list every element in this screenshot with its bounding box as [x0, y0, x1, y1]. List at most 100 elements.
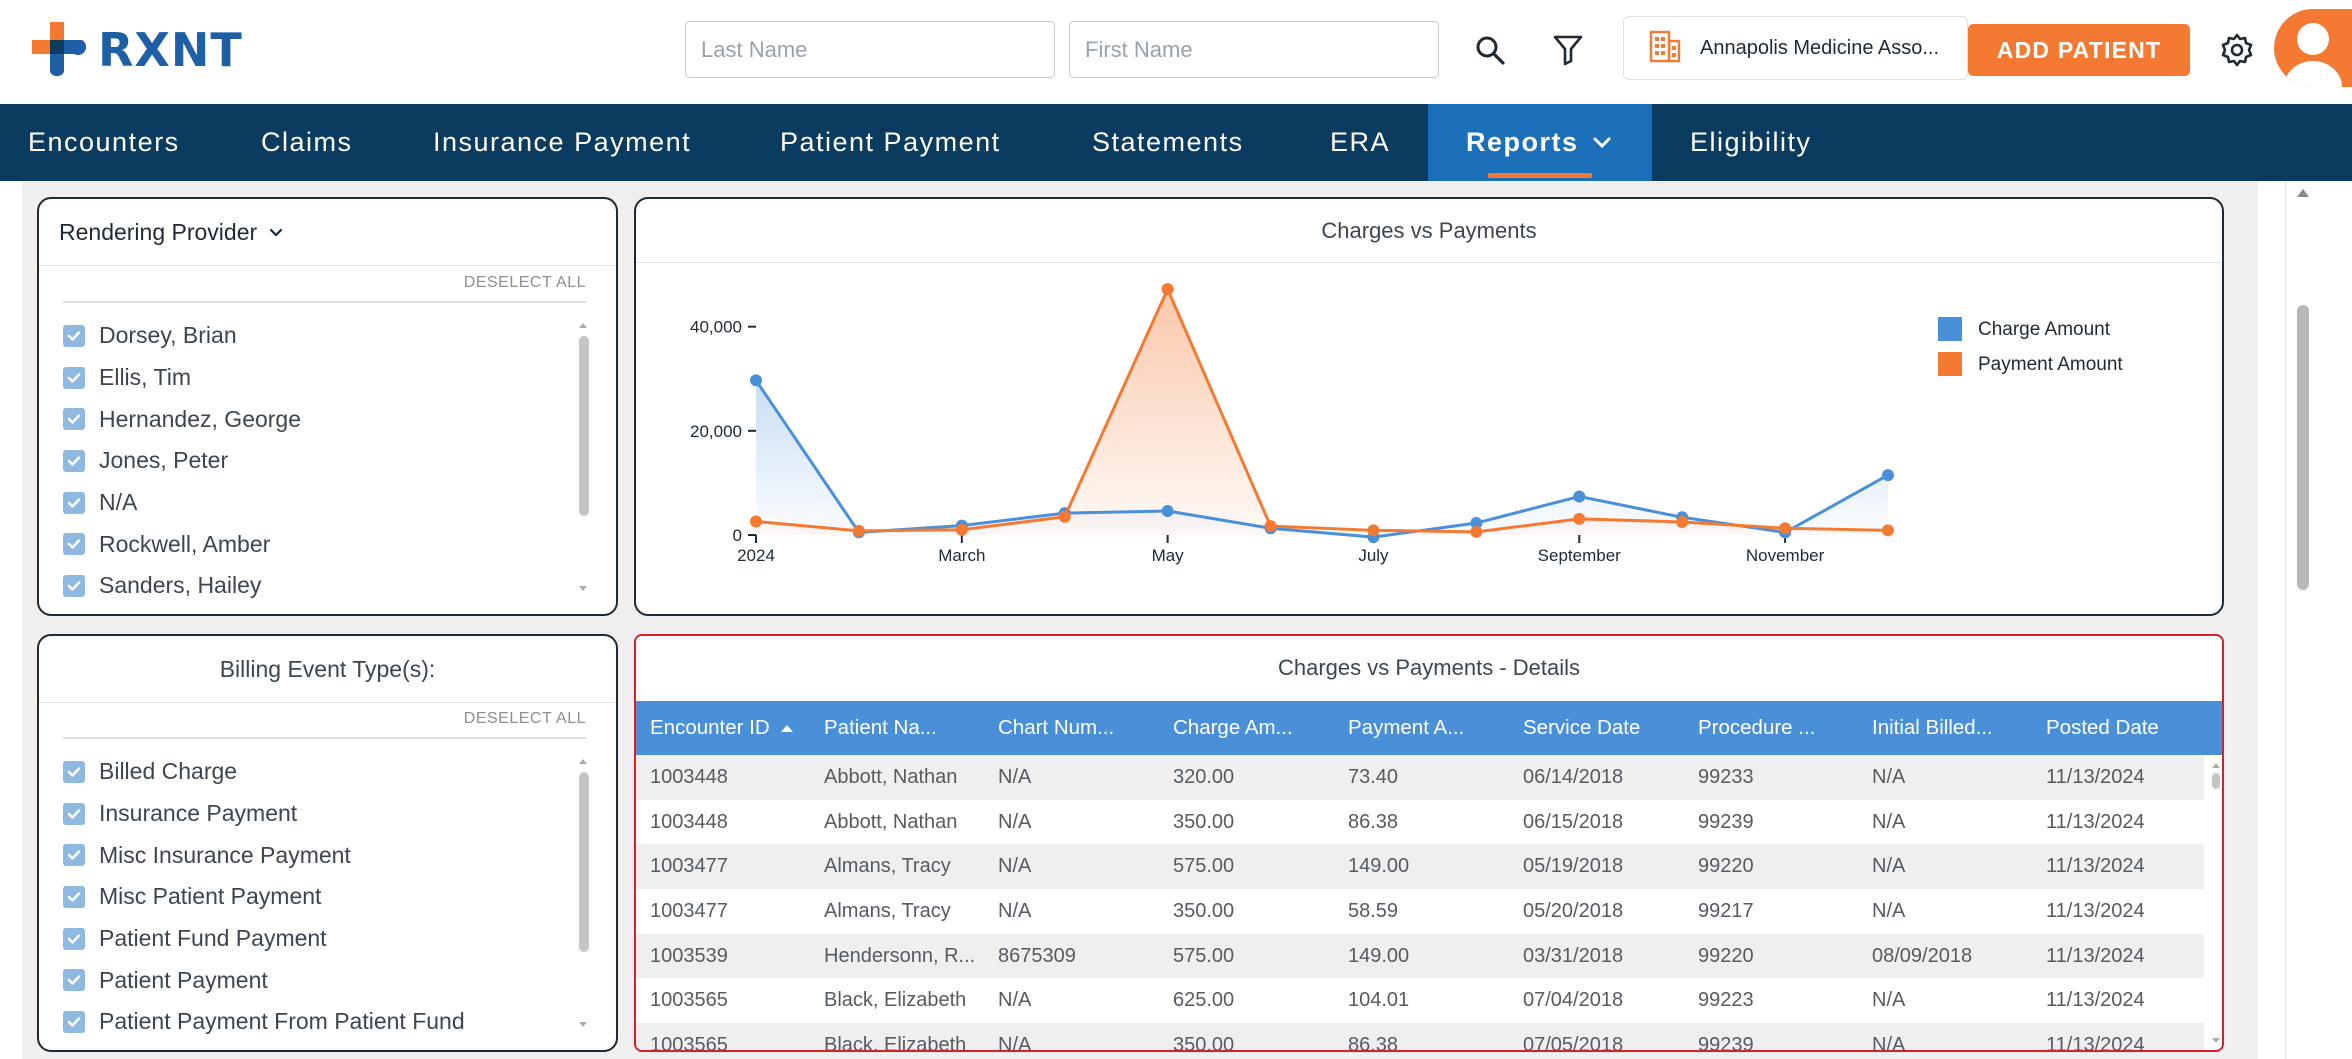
checkbox-row[interactable]: Hernandez, George	[63, 398, 301, 440]
rendering-provider-dropdown[interactable]: Rendering Provider	[59, 219, 283, 246]
nav-reports[interactable]: Reports	[1428, 104, 1652, 181]
column-header-label: Chart Num...	[998, 716, 1115, 739]
checkbox-checked-icon[interactable]	[63, 533, 85, 556]
checkbox-row[interactable]: Dorsey, Brian	[63, 315, 301, 357]
checkbox-checked-icon[interactable]	[63, 574, 85, 597]
checkbox-row[interactable]: N/A	[63, 482, 301, 524]
list-scroll-down-icon[interactable]	[579, 1022, 587, 1027]
table-row[interactable]: 1003565 Black, Elizabeth N/A 350.00 86.38 07/…	[636, 1023, 2204, 1052]
checkbox-row[interactable]: Rockwell, Amber	[63, 523, 301, 565]
list-scroll-up-icon[interactable]	[579, 323, 587, 328]
nav-eligibility[interactable]: Eligibility	[1690, 127, 1812, 157]
checkbox-checked-icon[interactable]	[63, 969, 85, 992]
rendering-provider-panel: Rendering Provider DESELECT ALL Dorsey, …	[37, 197, 618, 616]
page-scrollbar-thumb[interactable]	[2297, 305, 2309, 590]
table-row[interactable]: 1003539 Hendersonn, R... 8675309 575.00 149.…	[636, 933, 2204, 979]
table-cell: N/A	[1872, 989, 1906, 1012]
column-header[interactable]: Charge Am...	[1173, 701, 1293, 755]
avatar-icon[interactable]	[2274, 9, 2352, 87]
checkbox-row[interactable]: Patient Payment From Patient Fund	[63, 1001, 465, 1043]
table-cell: N/A	[1872, 1034, 1906, 1052]
nav-era[interactable]: ERA	[1330, 127, 1391, 157]
table-cell: 320.00	[1173, 765, 1235, 788]
checkbox-row[interactable]: Insurance Payment	[63, 793, 465, 835]
table-cell: Abbott, Nathan	[824, 765, 958, 788]
practice-selector[interactable]: Annapolis Medicine Asso...	[1623, 16, 1968, 80]
table-row[interactable]: 1003448 Abbott, Nathan N/A 320.00 73.40 06/14…	[636, 755, 2204, 800]
billing-scrollbar[interactable]	[579, 772, 589, 952]
scroll-up-icon[interactable]	[2297, 189, 2309, 197]
column-header[interactable]: Initial Billed...	[1872, 701, 1993, 755]
column-header[interactable]: Posted Date	[2046, 701, 2159, 755]
first-name-input[interactable]	[1069, 21, 1439, 78]
table-row[interactable]: 1003477 Almans, Tracy N/A 350.00 58.59 05/20/…	[636, 889, 2204, 934]
table-scrollbar-thumb[interactable]	[2212, 773, 2220, 789]
nav-claims[interactable]: Claims	[261, 127, 353, 157]
table-cell: 99239	[1698, 810, 1754, 833]
data-point	[1470, 517, 1483, 530]
data-point	[1161, 283, 1174, 296]
checkbox-checked-icon[interactable]	[63, 324, 85, 347]
table-cell: 06/14/2018	[1523, 765, 1624, 788]
providers-deselect-all[interactable]: DESELECT ALL	[463, 274, 586, 291]
table-cell: 58.59	[1348, 899, 1399, 922]
table-cell: 07/05/2018	[1523, 1034, 1624, 1052]
table-cell: 99223	[1698, 989, 1754, 1012]
nav-insurance-payment[interactable]: Insurance Payment	[433, 127, 692, 157]
checkbox-checked-icon[interactable]	[63, 844, 85, 867]
nav-statements[interactable]: Statements	[1092, 127, 1244, 157]
x-tick-label: September	[1538, 546, 1621, 565]
filter-icon[interactable]	[1545, 27, 1591, 73]
checkbox-row[interactable]: Patient Fund Payment	[63, 918, 465, 960]
table-row[interactable]: 1003477 Almans, Tracy N/A 575.00 149.00 05/19…	[636, 844, 2204, 890]
x-tick-label: May	[1152, 546, 1185, 565]
data-point	[1573, 512, 1586, 525]
search-icon[interactable]	[1467, 27, 1513, 73]
series-line	[754, 379, 1889, 539]
table-cell: 1003539	[650, 944, 728, 967]
checkbox-checked-icon[interactable]	[63, 408, 85, 431]
page-scrollbar[interactable]	[2285, 181, 2325, 1059]
table-row[interactable]: 1003565 Black, Elizabeth N/A 625.00 104.01 07…	[636, 979, 2204, 1024]
table-scrollbar[interactable]	[2209, 755, 2222, 1050]
table-cell: 149.00	[1348, 944, 1410, 967]
checkbox-row[interactable]: Billed Charge	[63, 751, 465, 793]
checkbox-row[interactable]: Patient Payment	[63, 959, 465, 1001]
column-header[interactable]: Service Date	[1523, 701, 1640, 755]
column-header[interactable]: Patient Na...	[824, 701, 937, 755]
checkbox-checked-icon[interactable]	[63, 927, 85, 950]
checkbox-checked-icon[interactable]	[63, 885, 85, 908]
table-scroll-down-icon[interactable]	[2212, 1038, 2220, 1043]
providers-scrollbar[interactable]	[579, 336, 589, 516]
column-header[interactable]: Payment A...	[1348, 701, 1464, 755]
gear-icon[interactable]	[2214, 27, 2260, 73]
table-cell: 1003477	[650, 855, 728, 878]
table-cell: N/A	[1872, 810, 1906, 833]
checkbox-checked-icon[interactable]	[63, 802, 85, 825]
checkbox-checked-icon[interactable]	[63, 760, 85, 783]
checkbox-row[interactable]: Misc Insurance Payment	[63, 834, 465, 876]
last-name-input[interactable]	[685, 21, 1055, 78]
checkbox-row[interactable]: Ellis, Tim	[63, 357, 301, 399]
column-header[interactable]: Encounter ID	[650, 701, 794, 755]
table-scroll-up-icon[interactable]	[2212, 763, 2220, 768]
checkbox-checked-icon[interactable]	[63, 449, 85, 472]
data-point	[1676, 515, 1689, 528]
billing-deselect-all[interactable]: DESELECT ALL	[463, 710, 586, 727]
column-header[interactable]: Chart Num...	[998, 701, 1114, 755]
column-header[interactable]: Procedure ...	[1698, 701, 1815, 755]
checkbox-row[interactable]: Sanders, Hailey	[63, 565, 301, 607]
list-scroll-down-icon[interactable]	[579, 586, 587, 591]
table-row[interactable]: 1003448 Abbott, Nathan N/A 350.00 86.38 06/15…	[636, 800, 2204, 845]
checkbox-row[interactable]: Misc Patient Payment	[63, 876, 465, 918]
nav-encounters[interactable]: Encounters	[28, 127, 180, 157]
checkbox-row[interactable]: Jones, Peter	[63, 440, 301, 482]
checkbox-checked-icon[interactable]	[63, 366, 85, 389]
checkbox-checked-icon[interactable]	[63, 1010, 85, 1033]
nav-patient-payment[interactable]: Patient Payment	[780, 127, 1001, 157]
list-scroll-up-icon[interactable]	[579, 759, 587, 764]
add-patient-button[interactable]: ADD PATIENT	[1968, 24, 2190, 76]
rxnt-logo[interactable]: RXNT	[30, 20, 243, 80]
sort-ascending-icon[interactable]	[780, 723, 794, 733]
checkbox-checked-icon[interactable]	[63, 491, 85, 514]
